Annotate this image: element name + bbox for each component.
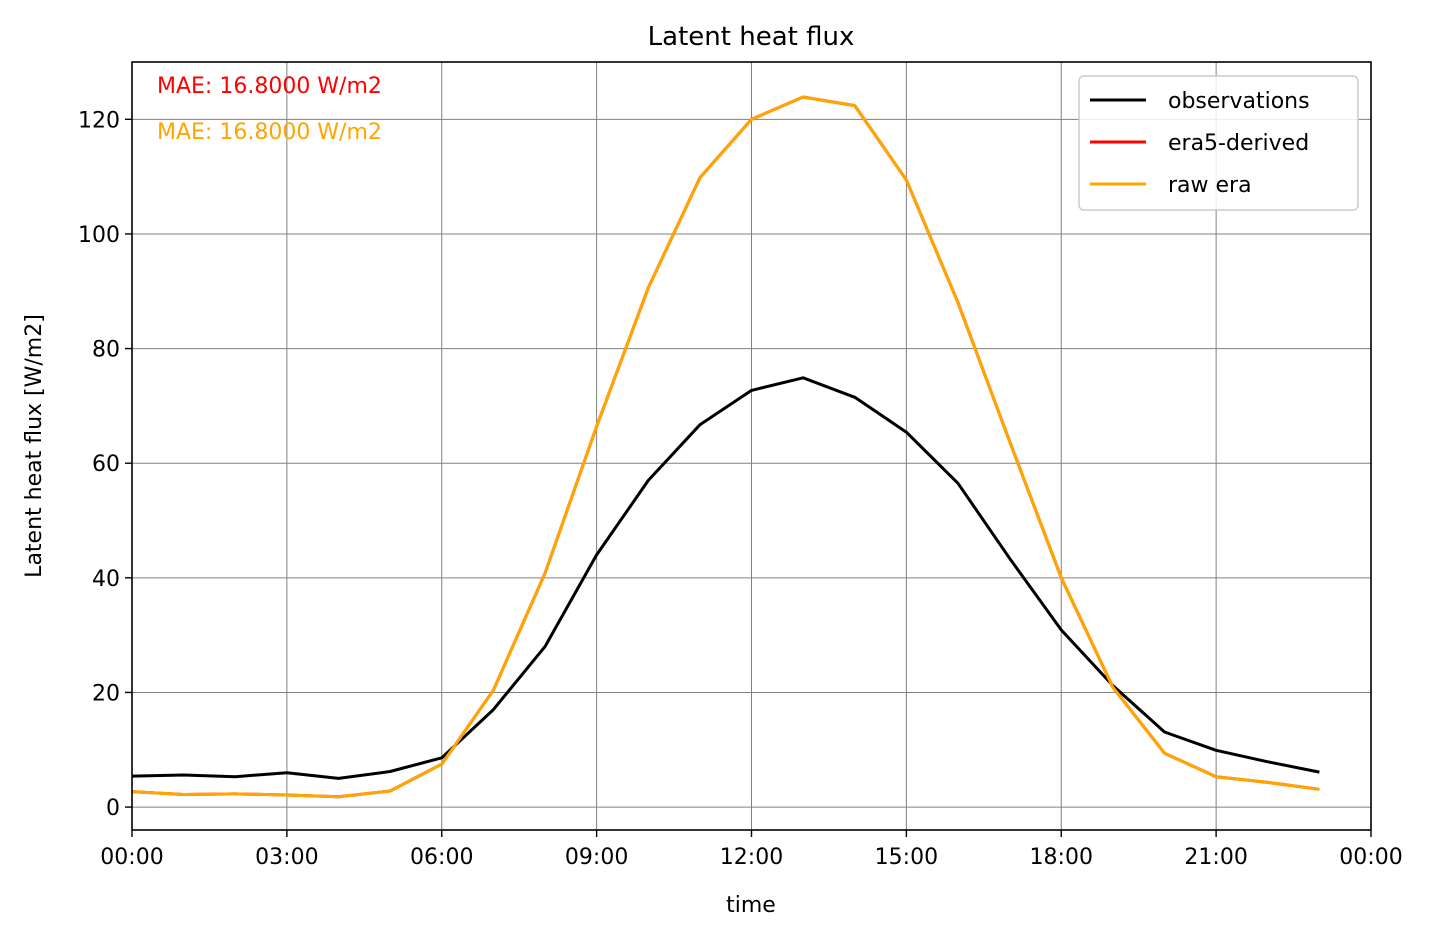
legend: observations era5-derived raw era bbox=[1078, 75, 1359, 211]
x-tick-label: 18:00 bbox=[1030, 845, 1093, 870]
y-tick-label: 20 bbox=[92, 681, 120, 706]
legend-label: observations bbox=[1168, 89, 1310, 114]
chart-title: Latent heat flux bbox=[648, 22, 855, 52]
x-axis-label: time bbox=[726, 893, 776, 918]
legend-label: era5-derived bbox=[1168, 131, 1309, 156]
x-tick-label: 00:00 bbox=[1339, 845, 1402, 870]
y-tick-label: 40 bbox=[92, 567, 120, 592]
x-tick-label: 21:00 bbox=[1184, 845, 1247, 870]
y-tick-label: 0 bbox=[106, 796, 120, 821]
y-tick-label: 60 bbox=[92, 452, 120, 477]
x-tick-label: 06:00 bbox=[410, 845, 473, 870]
y-tick-label: 120 bbox=[78, 108, 120, 133]
x-tick-label: 09:00 bbox=[565, 845, 628, 870]
x-axis: 00:00 03:00 06:00 09:00 12:00 15:00 18:00 21:00… bbox=[100, 830, 1403, 870]
y-tick-label: 80 bbox=[92, 338, 120, 363]
legend-box bbox=[1078, 75, 1359, 211]
x-tick-label: 00:00 bbox=[100, 845, 163, 870]
mae-annotation: MAE: 16.8000 W/m2 bbox=[157, 120, 382, 145]
x-tick-label: 15:00 bbox=[875, 845, 938, 870]
x-tick-label: 03:00 bbox=[255, 845, 318, 870]
series-line-observations bbox=[131, 376, 1320, 780]
mae-annotation: MAE: 16.8000 W/m2 bbox=[157, 74, 382, 99]
y-axis: 0 20 40 60 80 100 120 bbox=[78, 108, 132, 821]
x-tick-label: 12:00 bbox=[720, 845, 783, 870]
y-axis-label: Latent heat flux [W/m2] bbox=[22, 314, 47, 578]
legend-label: raw era bbox=[1168, 173, 1252, 198]
series-line-raw-era bbox=[131, 95, 1320, 799]
y-tick-label: 100 bbox=[78, 223, 120, 248]
series-lines bbox=[131, 95, 1320, 799]
annotations: MAE: 16.8000 W/m2 MAE: 16.8000 W/m2 bbox=[157, 74, 382, 145]
